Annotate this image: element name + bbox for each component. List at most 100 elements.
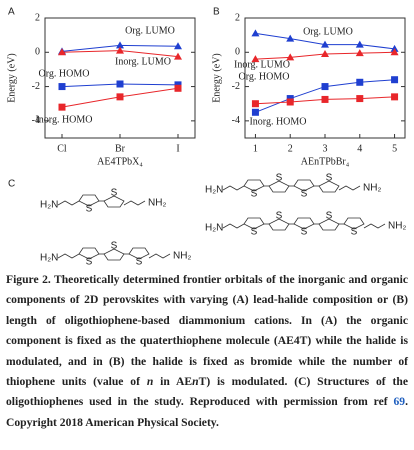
marker-triangle bbox=[116, 41, 124, 49]
thiophene-ring bbox=[243, 217, 265, 230]
chain bbox=[57, 200, 80, 206]
marker-square bbox=[286, 98, 294, 106]
x-axis-label: AEnTPbBr₄ bbox=[301, 156, 350, 167]
structure: H₂N S S S S S NH₂ bbox=[205, 211, 406, 238]
structure: H₂N S S S S NH₂ bbox=[205, 173, 381, 200]
thiophene-ring bbox=[293, 217, 315, 230]
x-tick-label: 5 bbox=[392, 143, 397, 154]
caption-link[interactable]: 69 bbox=[393, 395, 406, 409]
amine-left: H₂N bbox=[40, 253, 58, 264]
thiophene-ring bbox=[103, 248, 125, 261]
marker-triangle bbox=[321, 40, 329, 48]
marker-triangle bbox=[286, 53, 295, 61]
y-tick-label: -2 bbox=[232, 81, 240, 92]
figure: A 2 0 -2 -4 Cl Br I AE4TPbX₄ Energy (eV) Org. LUMO… bbox=[6, 7, 406, 268]
panel-label: B bbox=[213, 7, 220, 18]
series-label: Org. HOMO bbox=[239, 71, 290, 82]
y-tick-label: 2 bbox=[235, 12, 240, 23]
thiophene-ring bbox=[318, 218, 340, 231]
thiophene-ring bbox=[343, 217, 365, 230]
sulfur-label: S bbox=[86, 204, 93, 215]
marker-triangle bbox=[286, 34, 295, 42]
sulfur-label: S bbox=[136, 257, 143, 268]
chain bbox=[338, 185, 361, 191]
caption-plain: . Copyright 2018 American Physical Socie… bbox=[6, 395, 408, 429]
x-tick-label: I bbox=[176, 143, 179, 154]
marker-triangle bbox=[251, 55, 260, 63]
thiophene-ring bbox=[78, 194, 100, 207]
marker-square bbox=[251, 100, 259, 108]
y-tick-label: 2 bbox=[35, 12, 40, 23]
caption-italic: n bbox=[146, 375, 154, 389]
series-label: Org. HOMO bbox=[39, 68, 90, 79]
x-tick-label: 1 bbox=[253, 143, 258, 154]
amine-left: H₂N bbox=[205, 223, 223, 234]
y-tick-label: -4 bbox=[232, 115, 240, 126]
caption-italic: n bbox=[192, 375, 199, 389]
y-axis-label: Energy (eV) bbox=[6, 53, 17, 103]
sulfur-label: S bbox=[351, 227, 358, 238]
x-tick-label: Cl bbox=[57, 143, 67, 154]
thiophene-ring bbox=[103, 195, 125, 208]
y-tick-label: -4 bbox=[32, 115, 40, 126]
marker-triangle bbox=[174, 52, 182, 60]
amine-left: H₂N bbox=[205, 185, 223, 196]
series-label: Inorg. LUMO bbox=[115, 56, 171, 67]
thiophene-ring bbox=[293, 179, 315, 192]
marker-square bbox=[356, 95, 364, 103]
marker-triangle bbox=[390, 48, 399, 56]
thiophene-ring bbox=[318, 180, 340, 193]
marker-triangle bbox=[251, 29, 260, 37]
marker-square bbox=[356, 78, 364, 86]
y-tick-label: 0 bbox=[235, 47, 240, 58]
sulfur-label: S bbox=[251, 189, 258, 200]
series-label: Org. LUMO bbox=[303, 26, 353, 37]
amine-right: NH₂ bbox=[173, 251, 191, 262]
chain bbox=[222, 185, 245, 191]
chain bbox=[222, 223, 245, 229]
sulfur-label: S bbox=[301, 227, 308, 238]
sulfur-label: S bbox=[326, 211, 333, 222]
x-tick-label: 2 bbox=[288, 143, 293, 154]
marker-square bbox=[391, 76, 399, 84]
marker-square bbox=[116, 93, 124, 101]
series-label: Inorg. LUMO bbox=[234, 59, 290, 70]
caption-plain: T) is modulated. (C) Structures of the o… bbox=[6, 375, 408, 409]
chain bbox=[148, 253, 171, 259]
sulfur-label: S bbox=[276, 173, 283, 184]
marker-triangle bbox=[355, 40, 364, 48]
thiophene-ring bbox=[78, 247, 100, 260]
series-label: Inorg. HOMO bbox=[35, 114, 92, 125]
marker-square bbox=[58, 103, 66, 111]
x-tick-label: 3 bbox=[323, 143, 328, 154]
x-tick-label: Br bbox=[115, 143, 126, 154]
sulfur-label: S bbox=[251, 227, 258, 238]
sulfur-label: S bbox=[276, 211, 283, 222]
structure: H₂N S S NH₂ bbox=[40, 188, 166, 215]
amine-right: NH₂ bbox=[388, 221, 406, 232]
y-tick-label: -2 bbox=[32, 81, 40, 92]
sulfur-label: S bbox=[326, 173, 333, 184]
y-tick-label: 0 bbox=[35, 47, 40, 58]
amine-left: H₂N bbox=[40, 200, 58, 211]
sulfur-label: S bbox=[111, 188, 118, 199]
series-label: Org. LUMO bbox=[125, 25, 175, 36]
caption: Figure 2. Theoretically determined front… bbox=[6, 270, 408, 433]
series-label: Inorg. HOMO bbox=[249, 116, 306, 127]
chain bbox=[123, 200, 146, 206]
caption-plain: Theoretically determined frontier orbita… bbox=[6, 273, 408, 389]
marker-square bbox=[116, 80, 124, 88]
caption-label: Figure 2. bbox=[6, 273, 51, 286]
thiophene-ring bbox=[128, 247, 150, 260]
amine-right: NH₂ bbox=[363, 183, 381, 194]
marker-triangle bbox=[355, 49, 364, 57]
thiophene-ring bbox=[268, 180, 290, 193]
panel-label: A bbox=[8, 7, 15, 18]
marker-square bbox=[174, 84, 182, 92]
structure: H₂N S S S NH₂ bbox=[40, 241, 191, 268]
sulfur-label: S bbox=[301, 189, 308, 200]
marker-triangle bbox=[321, 50, 329, 57]
thiophene-ring bbox=[268, 218, 290, 231]
amine-right: NH₂ bbox=[148, 198, 166, 209]
